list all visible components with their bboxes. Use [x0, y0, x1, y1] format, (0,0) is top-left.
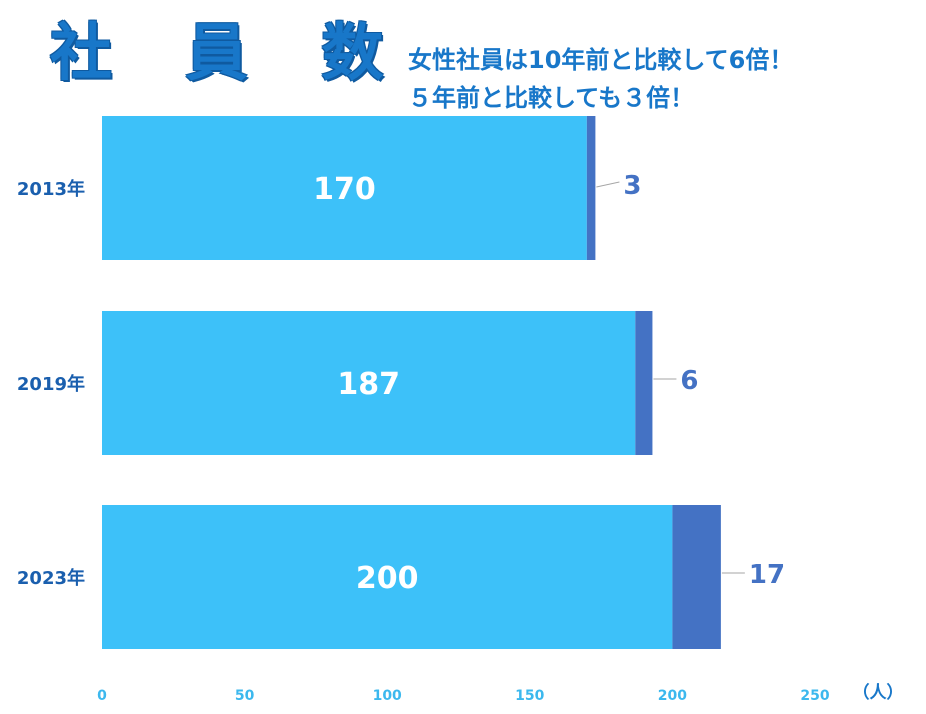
x-tick-label-4: 200: [658, 688, 687, 704]
subtitle-line-1: 女性社員は10年前と比較して6倍！: [408, 46, 794, 74]
data-label-extra-1: 6: [680, 366, 698, 396]
chart-title: 社 員 数: [50, 16, 410, 89]
category-label-0: 2013年: [17, 178, 85, 200]
x-tick-label-0: 0: [97, 688, 107, 704]
x-tick-label-3: 150: [515, 688, 544, 704]
data-label-extra-2: 17: [749, 560, 785, 590]
category-label-2: 2023年: [17, 567, 85, 589]
data-label-main-2: 200: [356, 561, 419, 596]
bar-extra-2: [672, 505, 721, 649]
bar-extra-0: [586, 116, 596, 260]
data-label-extra-0: 3: [623, 171, 641, 201]
data-label-main-1: 187: [337, 367, 400, 402]
x-tick-label-5: 250: [800, 688, 829, 704]
subtitle-line-2: ５年前と比較しても３倍！: [408, 84, 695, 112]
bar-extra-1: [635, 311, 653, 455]
x-tick-label-1: 50: [235, 688, 255, 704]
unit-label: （人）: [853, 682, 904, 703]
data-label-main-0: 170: [313, 172, 376, 207]
bar-main-2: [102, 505, 673, 649]
category-label-1: 2019年: [17, 373, 85, 395]
bar-main-0: [102, 116, 587, 260]
x-tick-label-2: 100: [373, 688, 402, 704]
bar-main-1: [102, 311, 636, 455]
leader-line-0: [596, 181, 620, 188]
